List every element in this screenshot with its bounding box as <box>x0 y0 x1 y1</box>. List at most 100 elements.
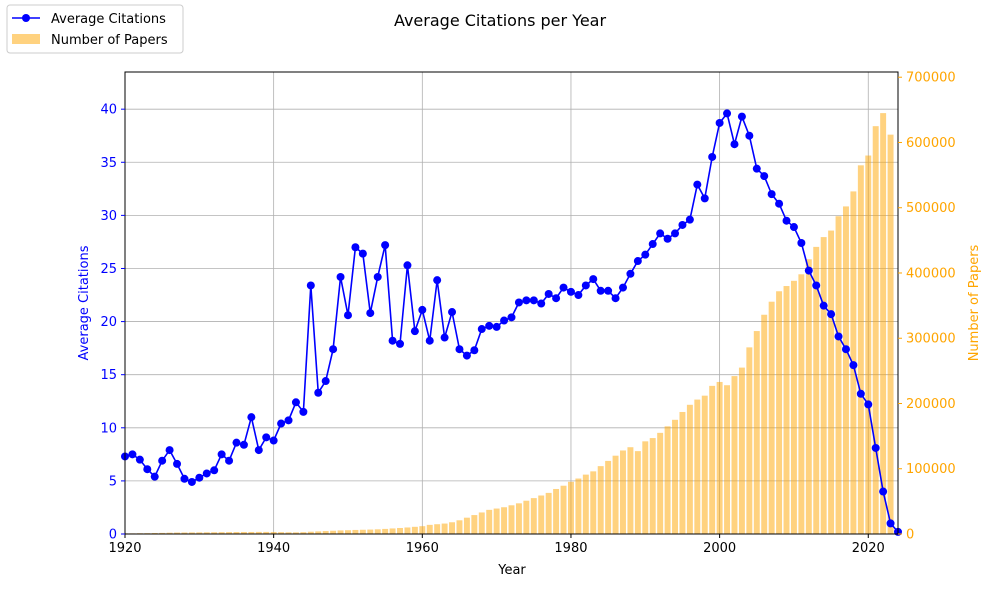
bar-2005 <box>753 331 760 534</box>
bar-1986 <box>612 455 619 534</box>
bar-1985 <box>605 460 612 534</box>
bar-1947 <box>322 531 329 534</box>
bar-2013 <box>813 246 820 535</box>
point-2003 <box>737 112 746 121</box>
point-1977 <box>544 289 553 298</box>
bar-1958 <box>404 527 411 534</box>
y-right-tick-label-400000: 400000 <box>906 266 956 281</box>
bar-1955 <box>382 528 389 534</box>
point-1975 <box>529 296 538 305</box>
point-1997 <box>693 180 702 189</box>
bar-2016 <box>835 216 842 535</box>
point-1963 <box>440 333 449 342</box>
y-right-tick-label-200000: 200000 <box>906 397 956 412</box>
legend: Average Citations Number of Papers <box>6 4 184 54</box>
bar-1937 <box>248 531 255 534</box>
bar-1927 <box>174 532 181 534</box>
bar-2011 <box>798 274 805 534</box>
bar-1991 <box>649 438 656 534</box>
bar-2021 <box>872 126 879 535</box>
bar-1973 <box>515 503 522 534</box>
point-2016 <box>834 332 843 341</box>
bar-1990 <box>642 441 649 534</box>
point-1925 <box>158 456 167 465</box>
point-1933 <box>217 450 226 459</box>
point-1921 <box>128 450 137 459</box>
bar-1940 <box>270 532 277 534</box>
point-1948 <box>329 345 338 354</box>
bars-number-of-papers <box>122 113 894 535</box>
bar-2003 <box>738 367 745 534</box>
bar-1974 <box>523 500 530 534</box>
point-2007 <box>767 190 776 199</box>
bar-1944 <box>300 532 307 534</box>
point-1981 <box>574 291 583 300</box>
bar-1988 <box>627 447 634 534</box>
point-1973 <box>514 298 523 307</box>
point-1944 <box>299 407 308 416</box>
bar-2020 <box>865 155 872 534</box>
bar-1998 <box>701 395 708 534</box>
y-left-tick-label-10: 10 <box>100 421 117 436</box>
x-axis: 1920 1940 1960 1980 2000 2020 <box>108 534 885 556</box>
point-1980 <box>566 287 575 296</box>
bar-1980 <box>567 481 574 534</box>
bar-1983 <box>590 471 597 534</box>
point-1979 <box>559 283 568 292</box>
point-1926 <box>165 446 174 455</box>
bar-2015 <box>828 230 835 534</box>
point-1991 <box>648 240 657 249</box>
point-2017 <box>841 345 850 354</box>
bar-2014 <box>820 237 827 535</box>
bar-1933 <box>218 532 225 534</box>
point-1935 <box>232 438 241 447</box>
point-2005 <box>752 164 761 173</box>
bar-1972 <box>508 505 515 534</box>
bar-1949 <box>337 530 344 534</box>
y-left-tick-label-0: 0 <box>109 528 117 543</box>
bar-1984 <box>597 466 604 534</box>
point-1932 <box>210 466 219 475</box>
point-1931 <box>202 469 211 478</box>
point-2006 <box>760 172 769 181</box>
bar-1957 <box>397 527 403 534</box>
point-1971 <box>500 316 509 325</box>
point-1952 <box>358 249 367 258</box>
point-1949 <box>336 272 345 281</box>
bar-1978 <box>553 488 560 534</box>
bar-1968 <box>478 512 485 534</box>
bar-2000 <box>716 381 723 534</box>
legend-label-average-citations: Average Citations <box>51 12 166 27</box>
bar-1925 <box>159 532 166 534</box>
x-tick-label-1920: 1920 <box>108 541 141 556</box>
plot-frame <box>124 71 899 535</box>
chart-title: Average Citations per Year <box>394 11 607 30</box>
point-1937 <box>247 413 256 422</box>
bar-1965 <box>456 520 463 534</box>
bar-1939 <box>263 531 270 534</box>
point-1943 <box>291 398 300 407</box>
bar-1938 <box>255 531 262 534</box>
bar-1960 <box>419 526 426 534</box>
point-1934 <box>225 456 234 465</box>
bar-1929 <box>188 532 195 534</box>
point-1992 <box>656 229 665 238</box>
point-1959 <box>410 327 419 336</box>
y-left-tick-label-15: 15 <box>100 368 117 383</box>
y-right-tick-label-600000: 600000 <box>906 136 956 151</box>
point-1942 <box>284 416 293 425</box>
point-1923 <box>143 465 152 474</box>
point-2011 <box>797 238 806 247</box>
point-1953 <box>366 309 375 318</box>
y-left-tick-label-20: 20 <box>100 315 117 330</box>
point-1967 <box>470 346 479 355</box>
point-1938 <box>254 446 263 455</box>
point-1958 <box>403 261 412 270</box>
x-tick-label-2000: 2000 <box>703 541 736 556</box>
bar-1971 <box>501 507 508 534</box>
bar-1942 <box>285 532 292 534</box>
point-1969 <box>485 321 494 330</box>
point-2022 <box>879 487 888 496</box>
